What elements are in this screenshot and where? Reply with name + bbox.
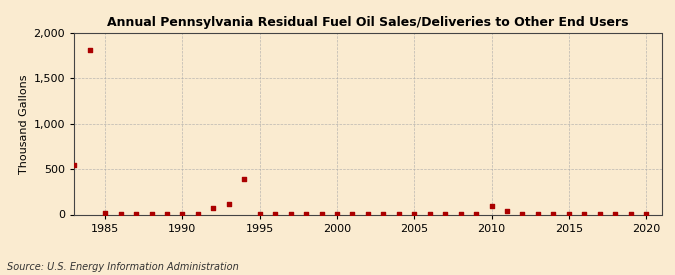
Point bbox=[192, 212, 203, 216]
Point bbox=[394, 212, 404, 216]
Point bbox=[594, 212, 605, 216]
Point bbox=[177, 212, 188, 216]
Point bbox=[362, 212, 373, 216]
Point bbox=[115, 212, 126, 216]
Point bbox=[548, 212, 559, 216]
Point bbox=[579, 212, 590, 216]
Point bbox=[486, 204, 497, 208]
Point bbox=[470, 212, 481, 216]
Point bbox=[625, 212, 636, 216]
Point bbox=[455, 212, 466, 216]
Point bbox=[146, 212, 157, 216]
Point bbox=[316, 212, 327, 216]
Title: Annual Pennsylvania Residual Fuel Oil Sales/Deliveries to Other End Users: Annual Pennsylvania Residual Fuel Oil Sa… bbox=[107, 16, 628, 29]
Point bbox=[439, 212, 450, 216]
Point bbox=[641, 212, 651, 216]
Point bbox=[100, 210, 111, 215]
Point bbox=[270, 212, 281, 216]
Point bbox=[208, 205, 219, 210]
Point bbox=[564, 212, 574, 216]
Point bbox=[378, 212, 389, 216]
Point bbox=[533, 212, 543, 216]
Point bbox=[254, 212, 265, 216]
Text: Source: U.S. Energy Information Administration: Source: U.S. Energy Information Administ… bbox=[7, 262, 238, 272]
Point bbox=[331, 212, 342, 216]
Point bbox=[610, 212, 620, 216]
Y-axis label: Thousand Gallons: Thousand Gallons bbox=[20, 74, 30, 174]
Point bbox=[84, 48, 95, 53]
Point bbox=[517, 212, 528, 216]
Point bbox=[161, 212, 172, 216]
Point bbox=[239, 177, 250, 181]
Point bbox=[425, 212, 435, 216]
Point bbox=[502, 209, 512, 213]
Point bbox=[409, 212, 420, 216]
Point bbox=[347, 212, 358, 216]
Point bbox=[69, 163, 80, 168]
Point bbox=[300, 212, 311, 216]
Point bbox=[223, 201, 234, 206]
Point bbox=[286, 212, 296, 216]
Point bbox=[131, 212, 142, 216]
